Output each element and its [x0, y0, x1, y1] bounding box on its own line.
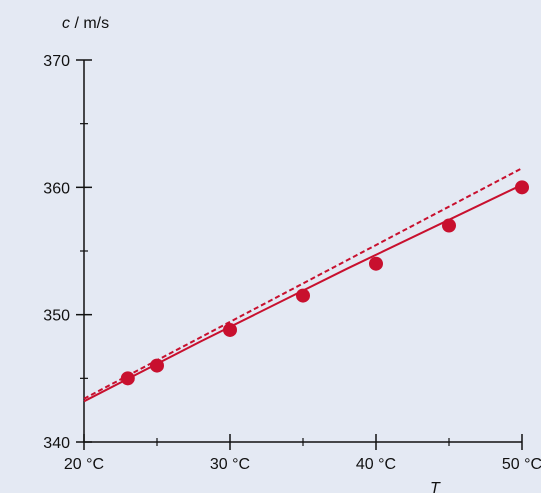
data-point [150, 359, 164, 373]
y-tick-label: 350 [43, 308, 70, 325]
axes: 340 350 360 370 20 °C 30 °C 40 °C 50 °C [43, 53, 541, 473]
data-point [369, 257, 383, 271]
x-tick-label: 30 °C [210, 456, 250, 473]
data-point [223, 323, 237, 337]
x-tick-label: 20 °C [64, 456, 104, 473]
dashed-fit-line [84, 168, 522, 399]
data-point [515, 180, 529, 194]
data-point [296, 289, 310, 303]
y-tick-label: 360 [43, 180, 70, 197]
data-point [442, 219, 456, 233]
data-point [121, 371, 135, 385]
x-tick-label: 40 °C [356, 456, 396, 473]
y-axis-symbol: c [62, 15, 70, 32]
y-tick-label: 370 [43, 53, 70, 70]
y-axis-title: c / m/s [62, 15, 109, 32]
fit-lines [84, 168, 522, 401]
x-axis-symbol: T [430, 480, 441, 493]
y-axis-unit: / m/s [70, 15, 109, 32]
y-tick-label: 340 [43, 435, 70, 452]
x-tick-label: 50 °C [502, 456, 541, 473]
